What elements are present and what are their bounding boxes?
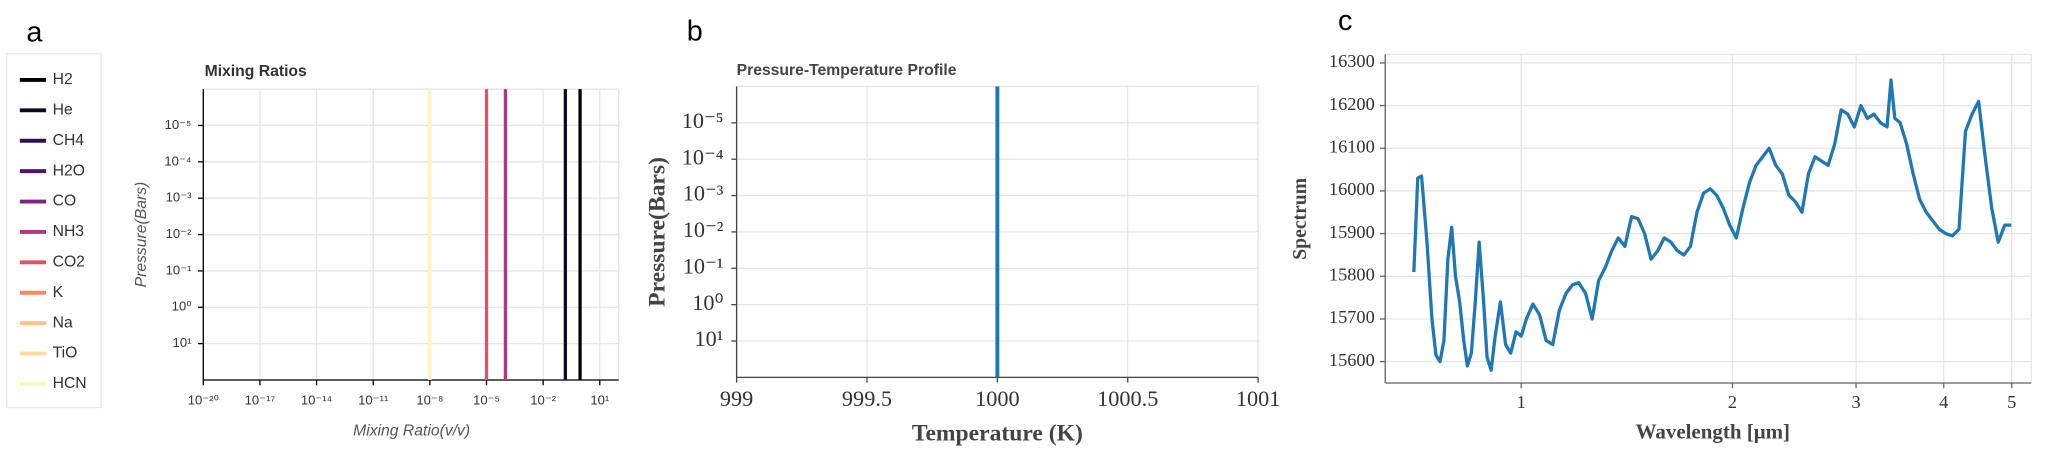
y-tick-label: 10⁰	[692, 290, 723, 315]
x-tick-label: 1000.5	[1097, 386, 1158, 411]
y-tick-label: 10⁻⁵	[682, 108, 724, 133]
y-tick-label: 10⁻⁴	[164, 153, 191, 168]
y-tick-label: 10⁻¹	[166, 262, 192, 277]
x-axis-label: Mixing Ratio(v/v)	[353, 422, 470, 439]
y-tick-label: 10⁻³	[166, 190, 192, 205]
legend-label: Na	[53, 314, 73, 331]
x-tick-label: 4	[1939, 392, 1948, 412]
y-axis-label: Pressure(Bars)	[133, 182, 150, 288]
legend-label: CH4	[53, 132, 85, 149]
panel-label: a	[26, 17, 43, 49]
plot-area	[1384, 53, 2032, 384]
legend-label: CO2	[53, 253, 85, 270]
panel-label: b	[687, 15, 703, 47]
chart-title: Mixing Ratios	[205, 63, 307, 80]
y-tick-label: 10¹	[695, 326, 724, 351]
x-tick-label: 10¹	[590, 392, 610, 407]
y-tick-label: 10⁰	[172, 299, 192, 314]
x-axis-label: Temperature (K)	[912, 420, 1083, 446]
data-line	[1412, 78, 2012, 372]
y-tick-label: 15700	[1329, 307, 1375, 327]
x-tick-label: 1	[1517, 392, 1526, 412]
y-axis-label: Spectrum	[1289, 177, 1311, 259]
y-tick-label: 16200	[1329, 94, 1375, 114]
x-tick-label: 10⁻¹¹	[358, 392, 389, 407]
x-tick-label: 2	[1728, 392, 1737, 412]
x-tick-label: 999.5	[842, 386, 892, 411]
panel: b Pressure-Temperature Profile 10¹ 10⁰ 10⁻¹ 1…	[645, 15, 1281, 446]
y-tick-label: 10⁻³	[683, 181, 724, 206]
panel-label: c	[1338, 5, 1352, 37]
x-tick-label: 10⁻¹⁴	[301, 392, 332, 407]
y-tick-label: 10⁻¹	[683, 253, 724, 278]
x-tick-label: 999	[720, 386, 753, 411]
x-tick-label: 5	[2007, 392, 2016, 412]
y-tick-label: 10¹	[173, 335, 193, 350]
y-tick-label: 16100	[1329, 136, 1375, 156]
x-tick-label: 10⁻²⁰	[188, 392, 219, 407]
x-axis-label: Wavelength [μm]	[1636, 420, 1790, 444]
y-tick-label: 15600	[1329, 350, 1375, 370]
panel: c 15600 15700 15800 15900 16000 16100 16200 1630…	[1289, 5, 2032, 444]
legend-label: H2O	[53, 162, 85, 179]
legend-label: K	[53, 284, 64, 301]
x-tick-label: 10⁻¹⁷	[245, 392, 276, 407]
y-tick-label: 10⁻⁴	[682, 144, 724, 169]
legend-label: CO	[53, 193, 77, 210]
y-tick-label: 16300	[1329, 51, 1375, 71]
x-tick-label: 10⁻⁸	[416, 392, 443, 407]
y-tick-label: 10⁻⁵	[165, 117, 192, 132]
legend-label: He	[53, 101, 73, 118]
y-axis-label: Pressure(Bars)	[645, 157, 671, 307]
y-tick-label: 10⁻²	[166, 226, 192, 241]
x-tick-label: 1001	[1236, 386, 1281, 411]
x-tick-label: 10⁻⁵	[473, 392, 500, 407]
legend-label: NH3	[53, 223, 85, 240]
legend-label: H2	[53, 71, 73, 88]
legend-label: TiO	[53, 345, 78, 362]
y-tick-label: 10⁻²	[683, 217, 724, 242]
y-tick-label: 15900	[1329, 222, 1375, 242]
x-tick-label: 10⁻²	[530, 392, 556, 407]
y-tick-label: 15800	[1329, 265, 1375, 285]
x-tick-label: 3	[1851, 392, 1860, 412]
y-tick-label: 16000	[1329, 179, 1375, 199]
legend-label: HCN	[53, 375, 87, 392]
panel: a Mixing Ratios 10¹ 10⁰ 10⁻¹ 10⁻² 10⁻³ 10⁻⁴ 10⁻⁵…	[6, 17, 620, 439]
chart-title: Pressure-Temperature Profile	[737, 62, 957, 79]
x-tick-label: 1000	[975, 386, 1020, 411]
